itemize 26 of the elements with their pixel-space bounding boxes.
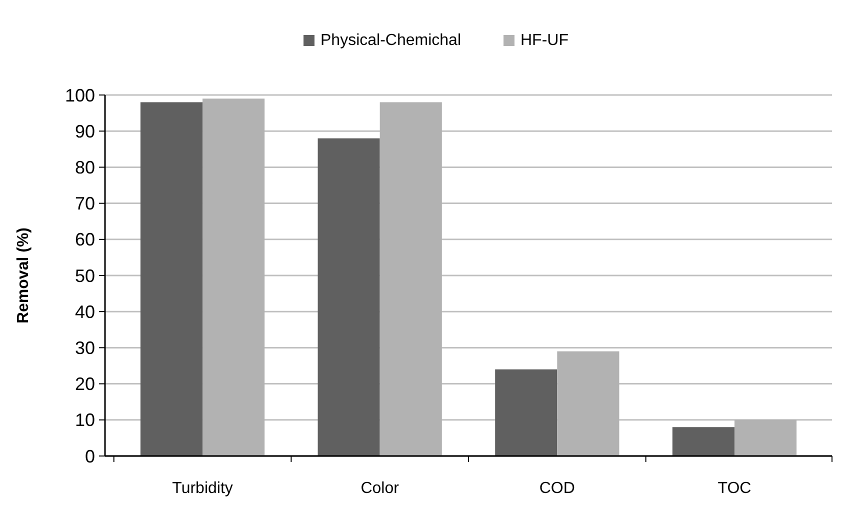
y-tick-label: 20 xyxy=(74,374,95,394)
y-tick-label: 50 xyxy=(74,266,95,286)
bar xyxy=(495,369,558,456)
y-tick-label: 100 xyxy=(64,85,95,106)
y-tick-label: 0 xyxy=(84,446,95,466)
bar xyxy=(557,351,620,456)
y-tick-label: 80 xyxy=(74,158,95,178)
bar xyxy=(140,102,203,456)
x-tick-label: Color xyxy=(360,480,400,497)
bar xyxy=(202,98,265,456)
y-tick-label: 90 xyxy=(74,121,95,142)
y-tick-label: 70 xyxy=(74,194,95,214)
y-tick-label: 30 xyxy=(74,338,95,358)
legend-label: HF-UF xyxy=(520,32,569,49)
x-tick-label: TOC xyxy=(718,480,752,497)
bar xyxy=(734,420,797,456)
x-tick-label: Turbidity xyxy=(172,480,233,497)
y-tick-label: 10 xyxy=(74,410,95,430)
bar xyxy=(380,102,442,456)
bar xyxy=(318,138,380,456)
bar xyxy=(672,427,734,456)
y-axis-title: Removal (%) xyxy=(15,227,32,324)
y-tick-label: 60 xyxy=(74,230,95,250)
x-tick-label: COD xyxy=(539,480,575,497)
y-tick-label: 40 xyxy=(74,302,95,322)
legend-label: Physical-Chemichal xyxy=(320,32,461,49)
